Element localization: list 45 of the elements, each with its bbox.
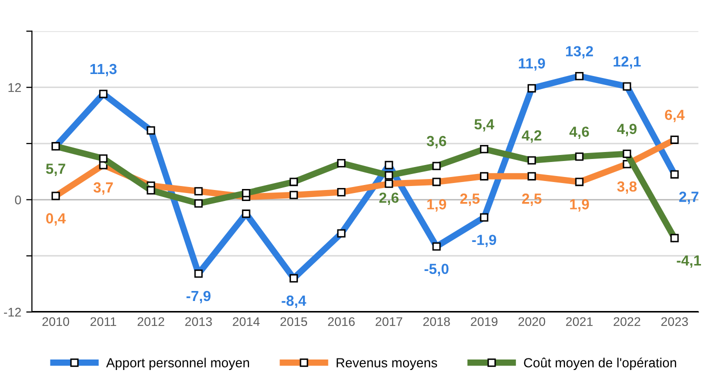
legend-label: Coût moyen de l'opération (524, 358, 676, 370)
data-label: -1,9 (472, 234, 496, 248)
x-tick-label: 2020 (518, 317, 546, 326)
data-label: 3,8 (617, 181, 637, 194)
y-tick-label: 12 (8, 83, 21, 92)
data-label: 5,7 (46, 164, 66, 176)
data-label: 3,7 (94, 182, 113, 195)
y-tick-label: 0 (15, 195, 21, 204)
x-tick-label: 2017 (376, 317, 402, 326)
y-tick-label: -12 (4, 308, 21, 317)
data-label: 4,9 (617, 124, 637, 136)
x-tick-label: 2022 (614, 317, 640, 326)
x-tick-label: 2023 (661, 317, 688, 326)
data-label: 6,4 (664, 110, 685, 122)
data-label: 5,4 (474, 119, 494, 132)
x-tick-label: 2018 (423, 317, 450, 326)
data-label: -4,1 (676, 255, 702, 268)
x-tick-label: 2014 (232, 317, 260, 326)
data-label: 1,9 (570, 199, 589, 212)
data-label: -8,4 (282, 296, 306, 308)
x-tick-label: 2015 (280, 317, 308, 326)
x-tick-label: 2013 (185, 317, 212, 326)
legend-label: Revenus moyens (336, 358, 438, 370)
x-tick-label: 2021 (566, 317, 593, 326)
x-tick-label: 2010 (42, 317, 70, 326)
x-tick-label: 2019 (470, 317, 498, 326)
x-tick-label: 2012 (138, 317, 164, 326)
x-tick-label: 2016 (328, 317, 355, 326)
x-tick-label: 2011 (90, 317, 116, 326)
data-label: 11,3 (90, 64, 117, 76)
data-label: 2,6 (379, 192, 399, 206)
data-label: -5,0 (424, 264, 449, 276)
data-label: 11,9 (518, 58, 545, 71)
data-label: 2,5 (522, 194, 542, 206)
data-label: 4,2 (522, 130, 542, 143)
data-label: 3,6 (426, 136, 446, 148)
data-label: -7,9 (186, 290, 211, 304)
data-label: 13,2 (566, 46, 593, 59)
data-label: 2,7 (679, 192, 698, 204)
data-label: 0,4 (46, 213, 66, 226)
data-label: 4,6 (569, 126, 589, 140)
legend-label: Apport personnel moyen (106, 358, 250, 370)
data-label: 1,9 (427, 199, 446, 212)
data-label: 12,1 (614, 56, 641, 69)
data-label: 2,5 (460, 194, 480, 206)
